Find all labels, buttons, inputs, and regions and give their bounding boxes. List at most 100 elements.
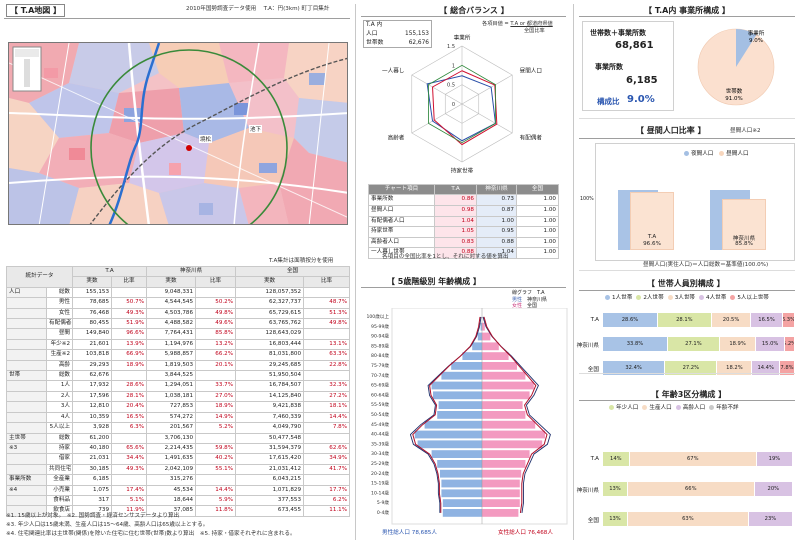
- pyramid-age-label: 85-89歳: [371, 342, 389, 349]
- pyramid-male-bar: [441, 479, 482, 488]
- pyramid-female-bar: [482, 479, 520, 488]
- pie-pct-households: 91.0%: [725, 96, 742, 102]
- stats-count-cell: 16,784,507: [235, 380, 305, 392]
- balance-table-head-3: 全国: [516, 183, 559, 196]
- map-zoom-slider[interactable]: [24, 59, 30, 87]
- stats-count-cell: 574,272: [146, 411, 197, 424]
- balance-item-value: 0.86: [434, 194, 477, 206]
- stats-row: 食料品 317 5.1% 18,644 5.9% 377,553 6.2%: [6, 494, 351, 507]
- household-segment: 33.8%: [603, 337, 668, 351]
- stats-count-cell: 1,038,181: [146, 390, 197, 403]
- balance-table-head-1: T.A: [434, 183, 477, 196]
- radar-axis-label: 高齢者: [388, 133, 405, 141]
- pyramid-age-label: 20-24歳: [371, 470, 389, 477]
- agegroup-legend-label: 高齢人口: [682, 405, 706, 411]
- balance-table-row: 昼間人口 0.98 0.87 1.00: [368, 205, 559, 217]
- stats-count-cell: 5,988,857: [146, 349, 197, 361]
- office-label-office: 事業所数: [595, 63, 623, 71]
- pyramid-male-bar: [433, 391, 482, 400]
- pyramid-legend-title: 線グラフ: [512, 290, 533, 296]
- map-area: T.A：円(3km): [263, 6, 300, 12]
- balance-item-label: 事業所数: [368, 194, 435, 206]
- household-segment: 32.4%: [603, 361, 666, 375]
- pyramid-male-total: 78,685人: [411, 530, 437, 536]
- stats-ratio-cell: 6.2%: [303, 494, 351, 507]
- household-row-label: 神奈川県: [576, 343, 599, 349]
- stats-row: ※4 小売業 1,075 17.4% 45,534 14.4% 1,071,829 17.7%: [6, 484, 351, 496]
- office-label-total: 世帯数＋事業所数: [590, 29, 646, 37]
- stats-count-cell: 63,765,762: [235, 318, 305, 330]
- stats-count-cell: 29,293: [72, 359, 113, 372]
- daytime-bar-name: 神奈川県: [732, 236, 756, 242]
- household-segment: 27.1%: [667, 337, 720, 351]
- household-legend-label: 4人世帯: [706, 295, 727, 301]
- pyramid-female-bar: [482, 420, 536, 429]
- stats-group-label: [6, 359, 47, 372]
- map-graphic: [9, 43, 347, 224]
- stats-group-label: 世帯: [6, 370, 47, 382]
- balance-formula-num: T.A or 都道府県値: [510, 21, 553, 27]
- stats-row-label: 2人: [45, 390, 74, 403]
- stats-group-label: [6, 380, 47, 392]
- pyramid-female-bar: [482, 401, 523, 409]
- daytime-rule: [579, 138, 795, 139]
- office-rule: [579, 16, 795, 17]
- pyramid-female-bar: [482, 450, 530, 458]
- stats-ratio-cell: 17.4%: [111, 484, 148, 496]
- stats-count-cell: 155,153: [72, 286, 113, 299]
- stats-ratio-cell: 16.5%: [111, 411, 148, 424]
- stats-group-label: [6, 307, 47, 320]
- pie-label-office: 事業所: [748, 29, 765, 37]
- pyramid-legend-ta: T.A: [537, 290, 545, 296]
- pie-slice-offices: [736, 29, 757, 67]
- pie-pct-office: 9.0%: [749, 38, 763, 44]
- stats-ratio-cell: 20.4%: [111, 401, 148, 413]
- office-info: 世帯数＋事業所数 68,861 事業所数 6,185 構成比 9.0%: [582, 21, 674, 111]
- stats-count-cell: 201,567: [146, 422, 197, 434]
- pyramid-legend-nation: 全国: [527, 303, 538, 310]
- stats-row: 年少※2 21,601 13.9% 1,194,976 13.2% 16,803,444 1…: [6, 338, 351, 351]
- daytime-caption: 昼間人口(実住人口)＝人口総数＝基準値(100.0%): [643, 262, 769, 268]
- radar-axis-label: 持家世帯: [451, 167, 474, 175]
- stats-count-cell: 1,491,635: [146, 453, 197, 465]
- household-legend-label: 1人世帯: [612, 295, 633, 301]
- household-segment: 5.2%: [785, 337, 795, 351]
- agegroup-legend-swatch: [642, 404, 648, 410]
- agegroup-bar: 13% 66% 20%: [603, 482, 793, 496]
- agegroup-bar: 13% 63% 23%: [603, 512, 793, 526]
- stats-row: 主世帯 総数 61,200 3,706,130 50,477,548: [6, 432, 351, 444]
- stats-count-cell: 10,359: [72, 411, 113, 424]
- stats-ratio-cell: 13.2%: [195, 338, 237, 351]
- stats-ratio-cell: 62.6%: [303, 442, 351, 455]
- stats-count-cell: 12,810: [72, 401, 113, 413]
- pyramid-female-bar: [482, 440, 543, 449]
- stats-count-cell: 17,615,420: [235, 453, 305, 465]
- household-legend-label: 5人以上世帯: [737, 295, 769, 301]
- household-segment: 7.8%: [780, 361, 795, 375]
- agegroup-legend-label: 生産人口: [649, 405, 672, 411]
- stats-ratio-cell: 5.2%: [195, 422, 237, 434]
- stats-ratio-cell: 55.1%: [195, 463, 237, 476]
- pyramid-female-bar: [482, 371, 526, 380]
- stats-count-cell: 317: [72, 494, 113, 507]
- map-unit: 町丁目集計: [301, 6, 330, 12]
- daytime-bar-pct: 85.8%: [735, 241, 753, 247]
- agegroup-segment: 13%: [603, 482, 628, 496]
- stats-count-cell: 18,644: [146, 494, 197, 507]
- balance-caption: 各項目の全国比率を1とし、それに対する値を算出: [382, 254, 509, 260]
- balance-item-value: 1.00: [516, 247, 559, 259]
- stats-ratio-cell: 7.8%: [303, 422, 351, 434]
- pyramid-male-bar: [417, 440, 482, 449]
- balance-item-value: 1.00: [516, 226, 559, 238]
- household-legend-label: 3人世帯: [674, 295, 696, 301]
- stats-table: 統計データ T.A 神奈川県 全国 実数 比率 実数 比率 実数 比率 人口 総数 155,1…: [5, 265, 351, 517]
- balance-item-value: 1.04: [434, 215, 477, 228]
- area-map[interactable]: 境松 池下: [8, 42, 348, 225]
- stats-subhead-1: 比率: [111, 276, 148, 288]
- pyramid-male-bar: [437, 411, 482, 419]
- stats-ratio-cell: 18.1%: [303, 401, 351, 413]
- map-zoom-in-button[interactable]: [13, 47, 41, 57]
- radar-axis-line: [411, 74, 463, 105]
- stats-count-cell: 3,844,525: [146, 370, 197, 382]
- stats-head-nation: 全国: [235, 265, 351, 278]
